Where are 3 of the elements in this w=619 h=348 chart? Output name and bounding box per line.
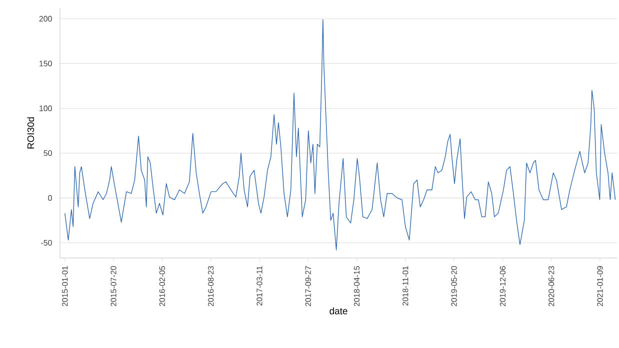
y-axis-title: ROI30d — [27, 117, 34, 149]
line-series — [64, 19, 616, 250]
x-axis-title: date — [330, 307, 348, 314]
